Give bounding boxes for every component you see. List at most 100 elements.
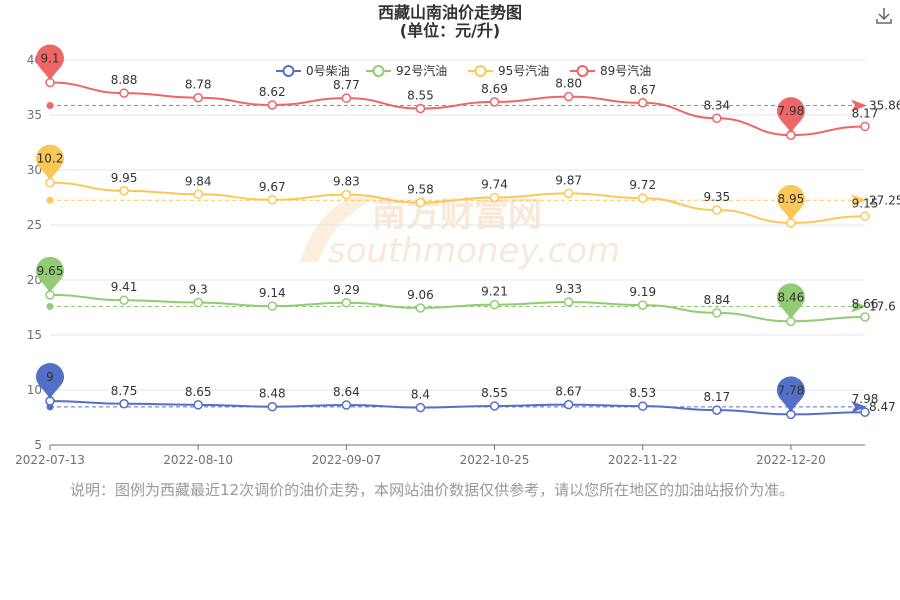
pin-label: 9 — [46, 370, 54, 384]
average-line-arrow — [851, 194, 867, 207]
data-label: 7.98 — [852, 392, 879, 406]
data-point — [563, 297, 574, 307]
average-value-label: 17.6 — [869, 299, 896, 313]
data-label: 9.19 — [629, 285, 656, 299]
data-point — [637, 193, 648, 203]
data-label: 8.67 — [555, 385, 582, 399]
legend-marker-2 — [474, 65, 487, 77]
data-point — [860, 211, 870, 222]
average-value-label: 27.25 — [869, 193, 900, 207]
data-point — [119, 295, 129, 305]
data-point — [637, 300, 648, 310]
watermark-en: southmoney.com — [328, 231, 620, 271]
data-label: 8.62 — [259, 85, 286, 99]
x-tick-label: 2022-10-25 — [460, 453, 530, 467]
download-icon[interactable] — [874, 6, 894, 26]
chart-title-unit: (单位：元/升) — [399, 21, 501, 40]
legend-marker-3 — [576, 65, 589, 77]
average-line-start — [46, 302, 54, 310]
legend-label-0: 0号柴油 — [306, 64, 350, 78]
average-value-label: 35.86 — [869, 99, 900, 113]
pin-label: 10.2 — [37, 152, 64, 166]
watermark: 南方财富网 southmoney.com — [300, 194, 620, 271]
pin-marker — [776, 283, 805, 320]
y-tick-label: 10 — [27, 383, 42, 397]
grid-lines — [50, 59, 865, 391]
pin-marker — [36, 363, 64, 399]
data-point — [119, 399, 129, 409]
data-point — [415, 303, 426, 313]
data-label: 9.15 — [852, 196, 879, 210]
data-label: 8.55 — [407, 89, 434, 103]
data-point — [563, 399, 574, 410]
average-lines: 8.47 17.6 27.25 35.86 — [46, 99, 900, 414]
data-label: 9.72 — [629, 178, 656, 192]
pin-label: 7.98 — [778, 104, 805, 118]
data-point — [267, 301, 278, 311]
data-point — [563, 188, 574, 199]
legend: 0号柴油 92号汽油 95号汽油 89号汽油 — [276, 63, 651, 78]
y-tick-label: 5 — [34, 438, 42, 452]
data-label: 8.80 — [555, 77, 582, 91]
data-point — [637, 98, 648, 108]
average-line-start — [46, 196, 54, 204]
data-label: 9.87 — [555, 173, 582, 187]
data-label: 8.4 — [411, 388, 430, 402]
chart-title-main: 西藏山南油价走势图 — [377, 3, 522, 22]
pin-label: 8.95 — [778, 192, 805, 206]
data-point — [489, 299, 500, 310]
data-point — [563, 91, 574, 102]
data-point — [860, 121, 870, 132]
data-point — [712, 205, 722, 215]
data-point — [341, 189, 352, 200]
data-point — [341, 400, 352, 410]
data-label: 9.58 — [407, 183, 434, 197]
chart-title: 西藏山南油价走势图 (单位：元/升) — [0, 4, 900, 40]
legend-label-2: 95号汽油 — [498, 63, 549, 78]
data-point — [712, 308, 722, 318]
data-label: 8.67 — [629, 83, 656, 97]
data-label: 8.53 — [629, 386, 656, 400]
data-point — [860, 312, 870, 322]
data-label: 9.95 — [111, 171, 138, 185]
data-label: 8.84 — [703, 293, 730, 307]
data-label: 8.78 — [185, 78, 212, 92]
data-label: 8.34 — [703, 98, 730, 112]
chart-note: 说明：图例为西藏最近12次调价的油价走势，本网站油价数据仅供参考，请以您所在地区… — [70, 481, 795, 499]
data-label: 8.69 — [481, 82, 508, 96]
data-point — [193, 189, 203, 200]
data-point — [637, 401, 648, 411]
data-label: 9.74 — [481, 178, 508, 192]
data-point — [415, 402, 426, 413]
pin-marker — [776, 184, 805, 221]
y-tick-label: 35 — [27, 108, 42, 122]
pin-marker — [776, 376, 805, 413]
pin-label: 7.78 — [778, 383, 805, 397]
data-point — [193, 297, 203, 308]
series-line-0 — [49, 400, 866, 416]
max-min-markers: 9 7.78 9.65 8.46 10.2 8.95 9.1 7.98 — [36, 44, 805, 413]
data-label: 8.48 — [259, 387, 286, 401]
data-label: 9.14 — [259, 286, 286, 300]
data-point — [341, 298, 352, 308]
data-label: 8.75 — [111, 384, 138, 398]
data-point — [415, 197, 426, 208]
pin-label: 9.65 — [37, 264, 64, 278]
data-label: 8.64 — [333, 385, 360, 399]
data-label: 8.55 — [481, 386, 508, 400]
data-label: 9.83 — [333, 175, 360, 189]
data-label: 8.66 — [852, 297, 879, 311]
series-line-3 — [49, 81, 866, 137]
data-point — [193, 400, 203, 410]
data-point — [712, 113, 722, 124]
average-line-arrow — [851, 99, 867, 112]
data-point — [489, 97, 500, 107]
data-point — [119, 88, 129, 98]
data-label: 9.41 — [111, 280, 138, 294]
legend-marker-1 — [372, 65, 385, 77]
x-tick-label: 2022-12-20 — [756, 453, 826, 467]
data-point — [193, 92, 203, 103]
